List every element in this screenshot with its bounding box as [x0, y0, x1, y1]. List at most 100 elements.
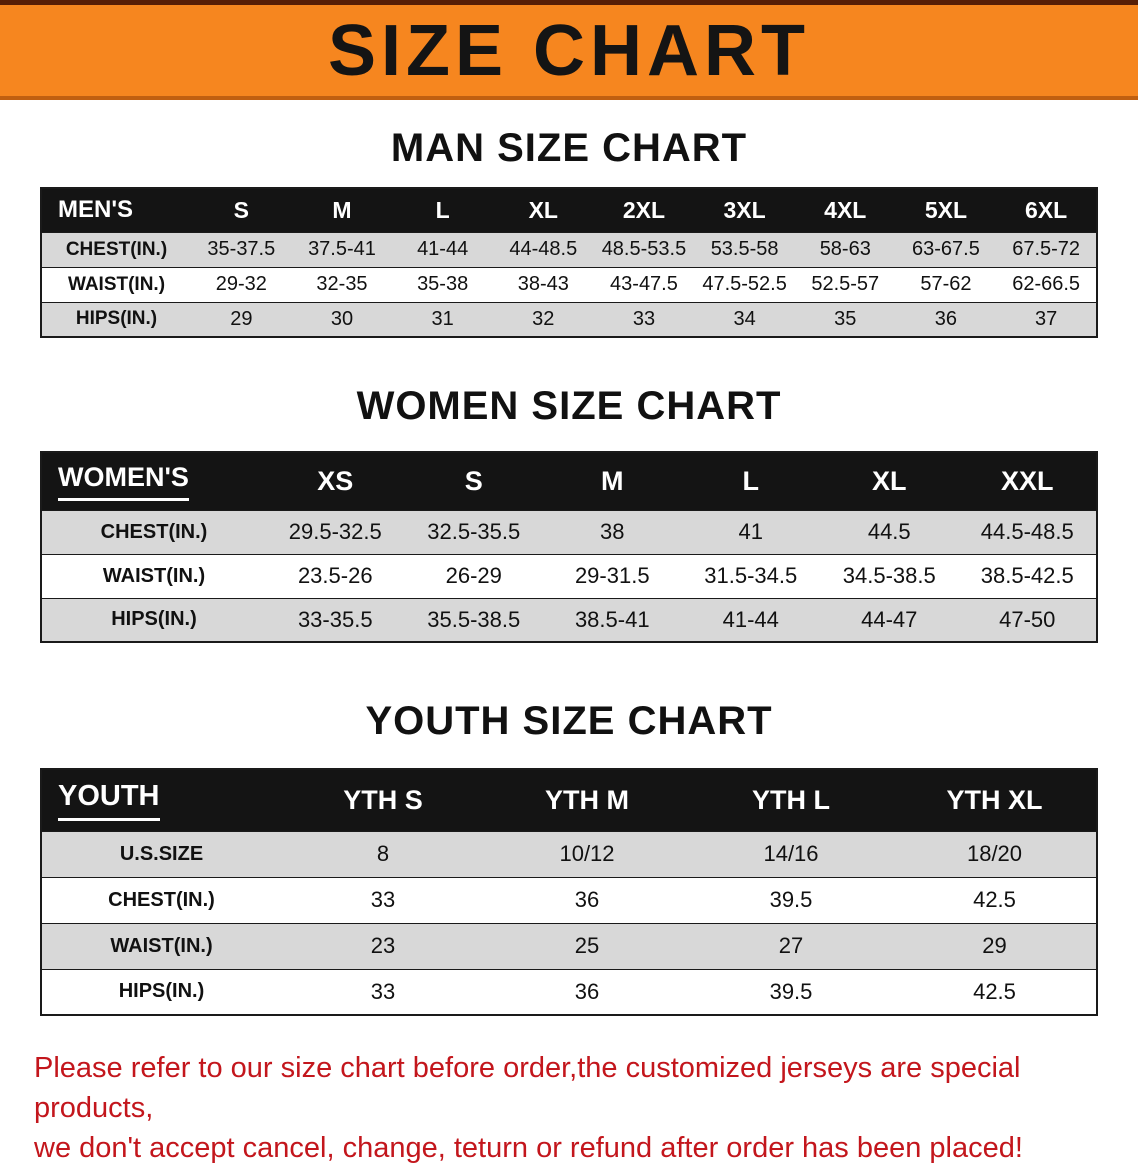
size-value: 26-29	[404, 553, 543, 599]
page-title: SIZE CHART	[328, 10, 810, 91]
size-value: 31	[392, 301, 493, 338]
size-value: 30	[291, 301, 393, 338]
size-value: 34	[694, 301, 795, 338]
header-text: 6XL	[1025, 196, 1068, 223]
size-value: 38.5-41	[543, 597, 682, 643]
size-column-header: XS	[266, 451, 405, 511]
size-value: 33	[281, 968, 485, 1016]
size-value: 36	[895, 301, 997, 338]
size-value: 52.5-57	[794, 266, 896, 303]
header-text: XL	[871, 465, 907, 496]
size-value: 33	[281, 876, 485, 924]
size-value: 48.5-53.5	[593, 231, 695, 268]
size-column-header: 2XL	[593, 187, 695, 233]
table-row: CHEST(IN.) 35-37.5 37.5-41 41-44 44-48.5 48.5…	[41, 231, 1097, 268]
row-label: CHEST(IN.)	[41, 509, 266, 555]
men-header-row: MEN'S S M L XL 2XL 3XL 4XL 5XL 6XL	[41, 187, 1097, 233]
youth-section: YOUTH SIZE CHART YOUTH YTH S YTH M YTH L YTH…	[0, 699, 1138, 1016]
size-value: 32	[492, 301, 594, 338]
size-value: 41-44	[392, 231, 493, 268]
size-column-header: XL	[492, 187, 594, 233]
table-category-label: WOMEN'S	[41, 451, 266, 511]
table-row: WAIST(IN.) 23 25 27 29	[41, 922, 1097, 970]
size-column-header: 3XL	[694, 187, 795, 233]
men-section-heading: MAN SIZE CHART	[390, 126, 748, 170]
size-value: 29	[191, 301, 292, 338]
size-value: 35	[794, 301, 896, 338]
size-value: 44.5-48.5	[958, 509, 1097, 555]
size-value: 58-63	[794, 231, 896, 268]
row-label: U.S.SIZE	[41, 830, 281, 878]
table-row: U.S.SIZE 8 10/12 14/16 18/20	[41, 830, 1097, 878]
table-row: HIPS(IN.) 33-35.5 35.5-38.5 38.5-41 41-44 44-…	[41, 597, 1097, 643]
size-value: 23.5-26	[266, 553, 405, 599]
size-value: 29	[893, 922, 1097, 970]
size-value: 37	[996, 301, 1097, 338]
size-value: 63-67.5	[895, 231, 997, 268]
men-table-body: CHEST(IN.) 35-37.5 37.5-41 41-44 44-48.5 48.5…	[41, 231, 1097, 338]
header-text: MEN'S	[58, 196, 134, 224]
size-value: 29.5-32.5	[266, 509, 405, 555]
table-row: WAIST(IN.) 29-32 32-35 35-38 38-43 43-47.5 47.…	[41, 266, 1097, 303]
size-value: 33-35.5	[266, 597, 405, 643]
size-value: 25	[485, 922, 689, 970]
size-value: 43-47.5	[593, 266, 695, 303]
table-row: HIPS(IN.) 33 36 39.5 42.5	[41, 968, 1097, 1016]
size-column-header: L	[392, 187, 493, 233]
header-text: 2XL	[622, 196, 666, 223]
size-value: 35-38	[392, 266, 493, 303]
size-value: 62-66.5	[996, 266, 1097, 303]
size-value: 44.5	[820, 509, 959, 555]
size-value: 29-31.5	[543, 553, 682, 599]
table-row: WAIST(IN.) 23.5-26 26-29 29-31.5 31.5-34.5 34…	[41, 553, 1097, 599]
size-column-header: XXL	[958, 451, 1097, 511]
header-text: 5XL	[924, 196, 968, 223]
size-value: 35-37.5	[191, 231, 292, 268]
size-column-header: L	[681, 451, 820, 511]
size-value: 29-32	[191, 266, 292, 303]
size-column-header: YTH L	[689, 768, 893, 832]
women-size-table: WOMEN'S XS S M L XL XXL CHEST(IN.) 29.5-32.5 32.…	[40, 451, 1098, 643]
header-text: XL	[528, 196, 558, 223]
row-label: CHEST(IN.)	[41, 876, 281, 924]
row-label: WAIST(IN.)	[41, 922, 281, 970]
size-value: 32.5-35.5	[404, 509, 543, 555]
women-table-body: CHEST(IN.) 29.5-32.5 32.5-35.5 38 41 44.5 44.5…	[41, 509, 1097, 643]
women-header-row: WOMEN'S XS S M L XL XXL	[41, 451, 1097, 511]
size-value: 38-43	[492, 266, 594, 303]
size-value: 14/16	[689, 830, 893, 878]
size-column-header: M	[291, 187, 393, 233]
size-value: 18/20	[893, 830, 1097, 878]
size-value: 57-62	[895, 266, 997, 303]
size-value: 47.5-52.5	[694, 266, 795, 303]
header-text: 3XL	[723, 196, 766, 223]
table-category-label: YOUTH	[41, 768, 281, 832]
table-category-label: MEN'S	[41, 187, 191, 233]
size-value: 44-47	[820, 597, 959, 643]
row-label: WAIST(IN.)	[41, 553, 266, 599]
size-value: 31.5-34.5	[681, 553, 820, 599]
size-value: 37.5-41	[291, 231, 393, 268]
size-column-header: YTH S	[281, 768, 485, 832]
size-value: 47-50	[958, 597, 1097, 643]
size-value: 38.5-42.5	[958, 553, 1097, 599]
row-label: HIPS(IN.)	[41, 968, 281, 1016]
men-section: MAN SIZE CHART MEN'S S M L XL 2XL 3XL 4XL 5XL 6XL…	[0, 126, 1138, 338]
size-value: 27	[689, 922, 893, 970]
header-text: YTH XL	[946, 784, 1043, 815]
table-row: HIPS(IN.) 29 30 31 32 33 34 35 36 37	[41, 301, 1097, 338]
row-label: CHEST(IN.)	[41, 231, 191, 268]
size-value: 42.5	[893, 876, 1097, 924]
size-column-header: XL	[820, 451, 959, 511]
size-value: 36	[485, 968, 689, 1016]
youth-table-body: U.S.SIZE 8 10/12 14/16 18/20 CHEST(IN.) 33 36 39…	[41, 830, 1097, 1016]
women-section: WOMEN SIZE CHART WOMEN'S XS S M L XL XXL CHEST…	[0, 384, 1138, 643]
note-line-2: we don't accept cancel, change, teturn o…	[34, 1132, 1023, 1165]
size-value: 35.5-38.5	[404, 597, 543, 643]
row-label: WAIST(IN.)	[41, 266, 191, 303]
footer-note: Please refer to our size chart before or…	[34, 1048, 1124, 1168]
size-value: 39.5	[689, 968, 893, 1016]
header-text: S	[233, 196, 249, 223]
header-text: WOMEN'S	[58, 462, 189, 501]
